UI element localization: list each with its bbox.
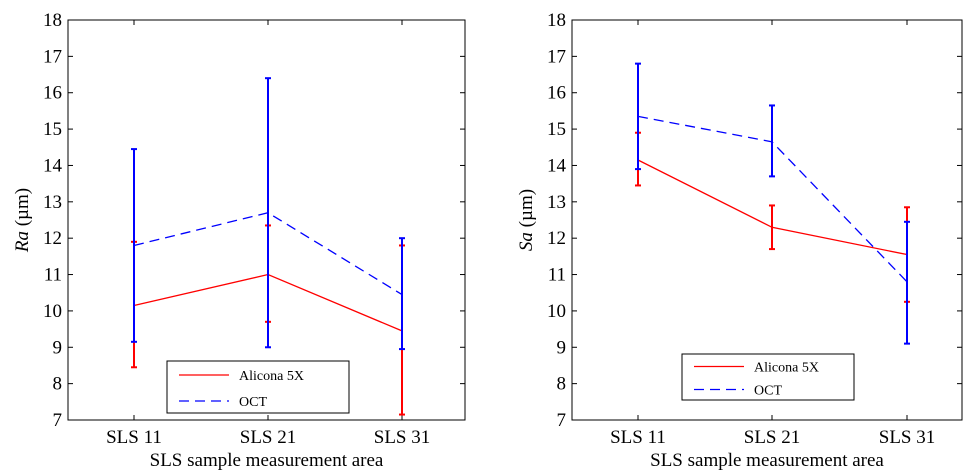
legend-entry: Alicona 5X	[754, 361, 819, 376]
y-tick-label: 15	[547, 119, 566, 140]
x-axis-label: SLS sample measurement area	[650, 450, 884, 471]
y-tick-label: 8	[53, 374, 63, 395]
y-tick-label: 18	[547, 10, 566, 31]
y-tick-label: 17	[43, 46, 62, 67]
legend: Alicona 5X OCT	[166, 360, 350, 414]
y-tick-label: 11	[548, 265, 566, 286]
series-oct	[131, 77, 405, 351]
y-tick-label: 18	[43, 10, 62, 31]
y-tick-label: 16	[43, 83, 62, 104]
y-tick-label: 17	[547, 46, 566, 67]
y-tick-label: 10	[547, 301, 566, 322]
y-tick-label: 12	[43, 228, 62, 249]
x-tick-label: SLS 31	[374, 427, 431, 448]
legend-box	[166, 360, 350, 414]
legend-entry: OCT	[239, 395, 267, 410]
y-tick-label: 13	[547, 192, 566, 213]
plot-frame	[571, 19, 963, 421]
y-tick-label: 14	[547, 155, 567, 176]
y-tick-label: 10	[43, 301, 62, 322]
y-tick-label: 8	[557, 374, 567, 395]
y-tick-label: 13	[43, 192, 62, 213]
x-tick-label: SLS 31	[879, 427, 936, 448]
series-oct	[635, 62, 910, 345]
y-axis-label: Sa (µm)	[516, 189, 537, 251]
x-tick-label: SLS 21	[240, 427, 297, 448]
y-tick-label: 12	[547, 228, 566, 249]
plot-frame	[67, 19, 466, 421]
y-tick-label: 7	[557, 410, 567, 431]
y-axis-label-variable: Sa	[516, 232, 537, 251]
x-axis-label: SLS sample measurement area	[150, 450, 384, 471]
y-tick-label: 15	[43, 119, 62, 140]
y-axis-label: Ra (µm)	[12, 188, 33, 253]
y-axis-label-variable: Ra	[12, 231, 33, 253]
y-tick-label: 7	[53, 410, 63, 431]
legend-entry: Alicona 5X	[239, 369, 304, 384]
legend-box	[681, 353, 855, 401]
legend-entry: OCT	[754, 384, 782, 399]
legend: Alicona 5X OCT	[681, 353, 855, 401]
y-tick-label: 14	[43, 155, 63, 176]
y-axis-label-unit: (µm)	[12, 188, 33, 231]
chart-panel-1: 7 8 9 10 11 12 13 14 15 16 17 18 SLS 11 SLS 21 SLS 31S…	[12, 10, 466, 471]
x-tick-label: SLS 11	[106, 427, 162, 448]
y-tick-label: 9	[557, 337, 567, 358]
y-axis-label-unit: (µm)	[516, 189, 537, 232]
y-tick-label: 9	[53, 337, 63, 358]
x-tick-label: SLS 11	[610, 427, 666, 448]
x-tick-label: SLS 21	[744, 427, 801, 448]
y-tick-label: 16	[547, 83, 566, 104]
y-tick-label: 11	[44, 265, 62, 286]
